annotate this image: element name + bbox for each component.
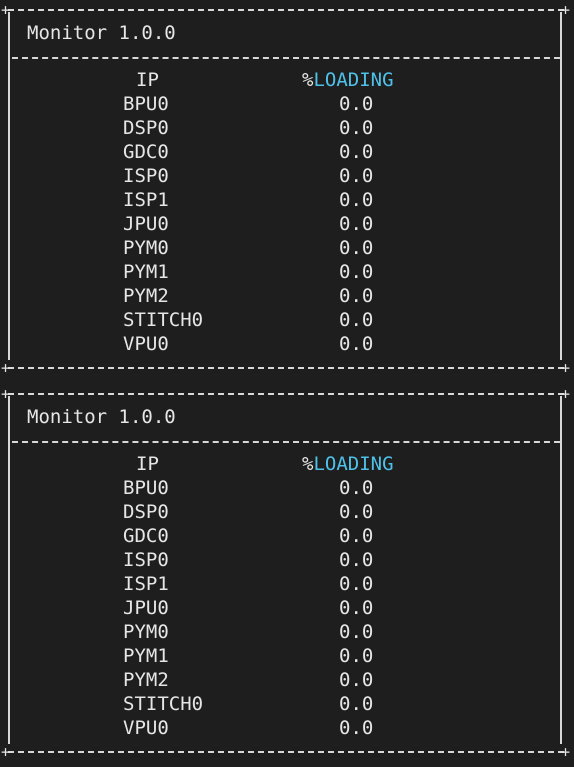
loading-value: 0.0: [339, 333, 374, 355]
ip-name: STITCH0: [123, 309, 204, 331]
column-header-ip: IP: [136, 69, 159, 91]
loading-value: 0.0: [339, 141, 374, 163]
loading-value: 0.0: [339, 717, 374, 739]
panel-title: Monitor 1.0.0: [27, 406, 176, 428]
corner-plus: +: [1, 385, 11, 403]
table-row: PYM0 0.0: [0, 620, 574, 644]
loading-word: LOADING: [313, 453, 394, 475]
corner-plus: +: [561, 743, 571, 761]
percent-sign: %: [302, 69, 314, 91]
loading-value: 0.0: [339, 309, 374, 331]
loading-value: 0.0: [339, 597, 374, 619]
table-row: STITCH0 0.0: [0, 692, 574, 716]
ip-name: PYM0: [123, 237, 169, 259]
corner-plus: +: [1, 1, 11, 19]
ip-name: BPU0: [123, 93, 169, 115]
loading-value: 0.0: [339, 501, 374, 523]
percent-sign: %: [302, 453, 314, 475]
loading-word: LOADING: [313, 69, 394, 91]
table-row: PYM1 0.0: [0, 260, 574, 284]
ip-name: BPU0: [123, 477, 169, 499]
table-row: ISP0 0.0: [0, 548, 574, 572]
ip-name: PYM1: [123, 645, 169, 667]
loading-value: 0.0: [339, 549, 374, 571]
loading-value: 0.0: [339, 645, 374, 667]
loading-value: 0.0: [339, 117, 374, 139]
ip-table: BPU0 0.0 DSP0 0.0 GDC0 0.0 ISP0 0.0 ISP1 0.0 JPU0 0…: [0, 92, 574, 356]
ip-name: ISP1: [123, 189, 169, 211]
left-border: [8, 396, 10, 744]
ip-name: VPU0: [123, 333, 169, 355]
ip-name: STITCH0: [123, 693, 204, 715]
corner-plus: +: [1, 743, 11, 761]
table-row: VPU0 0.0: [0, 716, 574, 740]
loading-value: 0.0: [339, 285, 374, 307]
ip-name: ISP1: [123, 573, 169, 595]
top-border: [8, 9, 564, 11]
ip-name: ISP0: [123, 165, 169, 187]
table-row: PYM2 0.0: [0, 668, 574, 692]
table-row: VPU0 0.0: [0, 332, 574, 356]
ip-name: GDC0: [123, 141, 169, 163]
loading-value: 0.0: [339, 237, 374, 259]
title-separator: [12, 57, 560, 59]
corner-plus: +: [561, 1, 571, 19]
loading-value: 0.0: [339, 477, 374, 499]
ip-name: JPU0: [123, 597, 169, 619]
ip-name: GDC0: [123, 525, 169, 547]
panel-title: Monitor 1.0.0: [27, 22, 176, 44]
ip-name: PYM1: [123, 261, 169, 283]
ip-table: BPU0 0.0 DSP0 0.0 GDC0 0.0 ISP0 0.0 ISP1 0.0 JPU0 0…: [0, 476, 574, 740]
ip-name: PYM0: [123, 621, 169, 643]
loading-value: 0.0: [339, 165, 374, 187]
table-row: BPU0 0.0: [0, 476, 574, 500]
table-row: DSP0 0.0: [0, 116, 574, 140]
corner-plus: +: [561, 385, 571, 403]
ip-name: ISP0: [123, 549, 169, 571]
loading-value: 0.0: [339, 669, 374, 691]
loading-value: 0.0: [339, 213, 374, 235]
table-row: PYM2 0.0: [0, 284, 574, 308]
right-border: [560, 12, 562, 360]
table-row: DSP0 0.0: [0, 500, 574, 524]
column-header-loading: %LOADING: [302, 452, 394, 476]
table-row: JPU0 0.0: [0, 596, 574, 620]
corner-plus: +: [561, 359, 571, 377]
ip-name: JPU0: [123, 213, 169, 235]
ip-name: PYM2: [123, 669, 169, 691]
column-header-loading: %LOADING: [302, 68, 394, 92]
table-row: GDC0 0.0: [0, 140, 574, 164]
title-separator: [12, 441, 560, 443]
loading-value: 0.0: [339, 621, 374, 643]
bottom-border: [8, 751, 564, 753]
ip-name: DSP0: [123, 501, 169, 523]
table-row: BPU0 0.0: [0, 92, 574, 116]
column-header-ip: IP: [136, 453, 159, 475]
table-row: GDC0 0.0: [0, 524, 574, 548]
monitor-panel-2: + + Monitor 1.0.0 IP %LOADING BPU0 0.0 DSP…: [0, 384, 574, 767]
top-border: [8, 393, 564, 395]
left-border: [8, 12, 10, 360]
ip-name: PYM2: [123, 285, 169, 307]
table-row: PYM0 0.0: [0, 236, 574, 260]
loading-value: 0.0: [339, 93, 374, 115]
loading-value: 0.0: [339, 693, 374, 715]
ip-name: DSP0: [123, 117, 169, 139]
monitor-panel-1: + + Monitor 1.0.0 IP %LOADING BPU0 0.0 DSP…: [0, 0, 574, 383]
loading-value: 0.0: [339, 189, 374, 211]
loading-value: 0.0: [339, 525, 374, 547]
loading-value: 0.0: [339, 261, 374, 283]
loading-value: 0.0: [339, 573, 374, 595]
right-border: [560, 396, 562, 744]
table-row: JPU0 0.0: [0, 212, 574, 236]
table-row: PYM1 0.0: [0, 644, 574, 668]
table-row: STITCH0 0.0: [0, 308, 574, 332]
corner-plus: +: [1, 359, 11, 377]
table-row: ISP0 0.0: [0, 164, 574, 188]
ip-name: VPU0: [123, 717, 169, 739]
table-row: ISP1 0.0: [0, 572, 574, 596]
table-row: ISP1 0.0: [0, 188, 574, 212]
bottom-border: [8, 367, 564, 369]
